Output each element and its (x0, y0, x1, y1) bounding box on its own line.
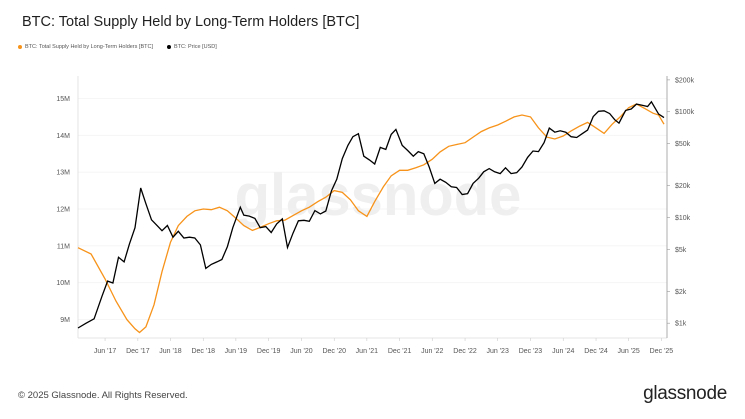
x-tick-label: Jun '17 (94, 348, 116, 355)
grid-lines (78, 98, 667, 320)
x-tick-label: Dec '25 (650, 348, 674, 355)
legend-dot-price (166, 45, 171, 49)
legend-label-lth-supply: BTC: Total Supply Held by Long-Term Hold… (25, 44, 153, 50)
y-right-tick-label: $10k (675, 215, 691, 222)
x-tick-label: Jun '20 (290, 348, 312, 355)
footer-copyright: © 2025 Glassnode. All Rights Reserved. (18, 390, 188, 401)
x-tick-label: Dec '22 (453, 348, 477, 355)
chart-legend: BTC: Total Supply Held by Long-Term Hold… (18, 44, 217, 50)
y-right-tick-label: $2k (675, 289, 687, 296)
x-tick-label: Jun '21 (356, 348, 378, 355)
y-left-tick-label: 12M (56, 207, 70, 214)
x-tick-label: Jun '23 (486, 348, 508, 355)
y-left-tick-label: 14M (56, 133, 70, 140)
x-tick-label: Jun '18 (159, 348, 181, 355)
y-left-tick-label: 10M (56, 280, 70, 287)
footer-logo: glassnode (643, 383, 727, 404)
y-right-tick-label: $20k (675, 183, 691, 190)
x-tick-label: Dec '20 (322, 348, 346, 355)
y-right-tick-label: $5k (675, 247, 687, 254)
x-tick-label: Jun '22 (421, 348, 443, 355)
x-tick-label: Jun '25 (617, 348, 639, 355)
x-tick-label: Jun '19 (225, 348, 247, 355)
chart-title: BTC: Total Supply Held by Long-Term Hold… (22, 14, 360, 30)
series-line-lth-supply (77, 103, 665, 334)
y-right-tick-label: $50k (675, 141, 691, 148)
legend-item-price[interactable]: BTC: Price [USD] (166, 44, 217, 50)
y-left-tick-label: 15M (56, 96, 70, 103)
y-left-tick-label: 11M (57, 243, 70, 250)
y-left-tick-label: 13M (56, 170, 70, 177)
y-left-tick-labels: 9M 10M 11M 12M 13M 14M 15M (56, 96, 70, 324)
y-right-tick-label: $200k (675, 77, 695, 84)
x-tick-label: Dec '17 (126, 348, 150, 355)
y-right-tick-label: $1k (675, 321, 687, 328)
x-tick-label: Dec '23 (519, 348, 543, 355)
legend-label-price: BTC: Price [USD] (173, 44, 217, 50)
x-tick-label: Dec '24 (584, 348, 608, 355)
x-tick-labels: Jun '17 Dec '17 Jun '18 Dec '18 Jun '19 Dec '… (94, 338, 673, 355)
series-line-price (77, 100, 665, 329)
chart-axes (77, 76, 668, 339)
y-right-tick-label: $100k (675, 109, 695, 116)
legend-item-lth-supply[interactable]: BTC: Total Supply Held by Long-Term Hold… (18, 44, 153, 50)
y-left-tick-label: 9M (60, 317, 70, 324)
x-tick-label: Dec '18 (191, 348, 215, 355)
y-right-tick-labels: $1k $2k $5k $10k $20k $50k $100k $200k (667, 77, 695, 328)
legend-dot-lth-supply (18, 45, 22, 49)
x-tick-label: Dec '19 (257, 348, 281, 355)
x-tick-label: Dec '21 (388, 348, 412, 355)
x-tick-label: Jun '24 (552, 348, 574, 355)
